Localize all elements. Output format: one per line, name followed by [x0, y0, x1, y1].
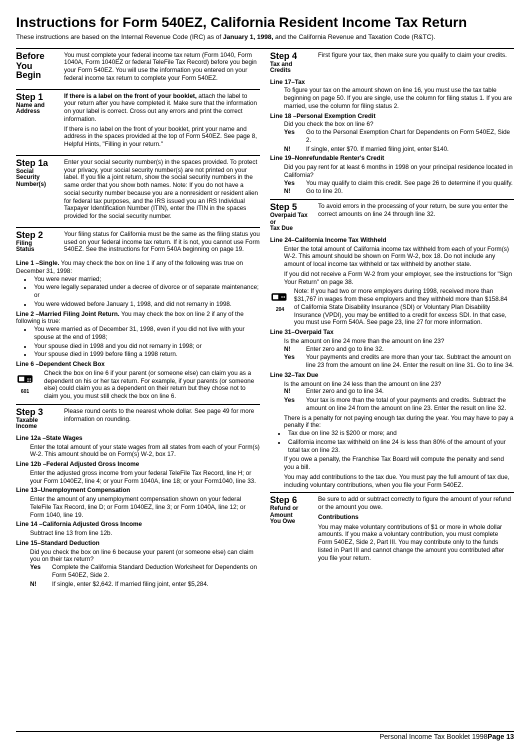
step4-label: Step 4 Tax and Credits	[270, 52, 318, 75]
before-body: You must complete your federal income ta…	[64, 52, 260, 85]
line19-yes: YesYou may qualify to claim this credit.…	[284, 180, 514, 188]
line24-note: Note: If you had two or more employers d…	[294, 288, 514, 327]
line1-head: Line 1 –Single. You may check the box on…	[16, 260, 260, 276]
line14-body: Subtract line 13 from line 12b.	[30, 530, 260, 538]
line24-head: Line 24–California Income Tax Withheld	[270, 237, 514, 245]
line12a-head: Line 12a –State Wages	[16, 435, 260, 443]
before-label: Before You Begin	[16, 52, 64, 85]
contrib-head: Contributions	[318, 514, 514, 522]
right-column: Step 4 Tax and Credits First figure your…	[270, 52, 514, 590]
phone-icon: 601	[16, 372, 34, 401]
page-title: Instructions for Form 540EZ, California …	[16, 14, 514, 42]
step6-body: Be sure to add or subtract correctly to …	[318, 496, 514, 564]
line31-q: Is the amount on line 24 more than the a…	[284, 338, 514, 346]
list-item: Tax due on line 32 is $200 or more; and	[288, 430, 514, 438]
sub-heading: These instructions are based on the Inte…	[16, 34, 514, 42]
line14-head: Line 14 –California Adjusted Gross Incom…	[16, 521, 260, 529]
line18-no: N!If single, enter $70. If married filin…	[284, 146, 514, 154]
divider	[16, 48, 514, 49]
step2-section: Step 2 Filing Status Your filing status …	[16, 231, 260, 256]
line32-q: Is the amount on line 24 less than the a…	[284, 381, 514, 389]
line12b-head: Line 12b –Federal Adjusted Gross Income	[16, 461, 260, 469]
step3-label: Step 3 Taxable Income	[16, 408, 64, 431]
line24-note-row: 204 Note: If you had two or more employe…	[270, 288, 514, 327]
main-heading: Instructions for Form 540EZ, California …	[16, 14, 514, 32]
step2-label: Step 2 Filing Status	[16, 231, 64, 256]
line15-no: N!If single, enter $2,642. If married fi…	[30, 581, 260, 589]
line15-yes: YesComplete the California Standard Dedu…	[30, 564, 260, 580]
step4-section: Step 4 Tax and Credits First figure your…	[270, 52, 514, 75]
line12a-body: Enter the total amount of your state wag…	[30, 444, 260, 460]
line13-body: Enter the amount of any unemployment com…	[30, 496, 260, 519]
line32-yes: YesYour tax is more than the total of yo…	[284, 397, 514, 413]
line6-body: Check the box on line 6 if your parent (…	[44, 370, 260, 401]
line6-row: 601 Check the box on line 6 if your pare…	[16, 370, 260, 401]
list-item: California income tax withheld on line 2…	[288, 439, 514, 455]
list-item: You were never married;	[34, 276, 260, 284]
line15-q: Did you check the box on line 6 because …	[30, 549, 260, 565]
step6-section: Step 6 Refund or Amount You Owe Be sure …	[270, 496, 514, 564]
step1-section: Step 1 Name and Address If there is a la…	[16, 93, 260, 151]
step2-body: Your filing status for California must b…	[64, 231, 260, 256]
phone-icon: 204	[270, 290, 290, 327]
line12b-body: Enter the adjusted gross income from you…	[30, 470, 260, 486]
step1a-label: Step 1a Social Security Number(s)	[16, 159, 64, 223]
step3-body: Please round cents to the nearest whole …	[64, 408, 260, 431]
step3-section: Step 3 Taxable Income Please round cents…	[16, 408, 260, 431]
page-footer: Personal Income Tax Booklet 1998Page 13	[16, 731, 514, 743]
step1-body: If there is a label on the front of your…	[64, 93, 260, 151]
line32-list: Tax due on line 32 is $200 or more; and …	[288, 430, 514, 454]
step5-body: To avoid errors in the processing of you…	[318, 203, 514, 233]
left-column: Before You Begin You must complete your …	[16, 52, 260, 590]
two-column-layout: Before You Begin You must complete your …	[16, 52, 514, 590]
line19-head: Line 19–Nonrefundable Renter's Credit	[270, 155, 514, 163]
line32-head: Line 32–Tax Due	[270, 372, 514, 380]
line19-q: Did you pay rent for at least 6 months i…	[284, 164, 514, 180]
line31-head: Line 31–Overpaid Tax	[270, 329, 514, 337]
list-item: You were widowed before January 1, 1998,…	[34, 301, 260, 309]
list-item: Your spouse died in 1999 before filing a…	[34, 351, 260, 359]
line17-body: To figure your tax on the amount shown o…	[284, 87, 514, 110]
step4-body: First figure your tax, then make sure yo…	[318, 52, 514, 75]
line15-head: Line 15–Standard Deduction	[16, 540, 260, 548]
line32-penalty: There is a penalty for not paying enough…	[284, 415, 514, 431]
line32-add: You may add contributions to the tax due…	[284, 474, 514, 490]
step1a-body: Enter your social security number(s) in …	[64, 159, 260, 223]
line31-no: N!Enter zero and go to line 32.	[284, 346, 514, 354]
line24-p1: Enter the total amount of California inc…	[284, 246, 514, 269]
line19-no: N!Go to line 20.	[284, 188, 514, 196]
line32-no: N!Enter zero and go to line 34.	[284, 388, 514, 396]
step1a-section: Step 1a Social Security Number(s) Enter …	[16, 159, 260, 223]
step6-label: Step 6 Refund or Amount You Owe	[270, 496, 318, 564]
line32-owe: If you owe a penalty, the Franchise Tax …	[284, 456, 514, 472]
step5-section: Step 5 Overpaid Tax or Tax Due To avoid …	[270, 203, 514, 233]
step5-label: Step 5 Overpaid Tax or Tax Due	[270, 203, 318, 233]
line2-list: You were married as of December 31, 1998…	[34, 326, 260, 359]
line18-head: Line 18 –Personal Exemption Credit	[270, 113, 514, 121]
before-section: Before You Begin You must complete your …	[16, 52, 260, 85]
contrib-body: You may make voluntary contributions of …	[318, 524, 514, 563]
line6-head: Line 6 –Dependent Check Box	[16, 361, 260, 369]
line17-head: Line 17–Tax	[270, 79, 514, 87]
line2-head: Line 2 –Married Filing Joint Return. You…	[16, 311, 260, 327]
line18-yes: YesGo to the Personal Exemption Chart fo…	[284, 129, 514, 145]
list-item: Your spouse died in 1998 and you did not…	[34, 343, 260, 351]
line18-q: Did you check the box on line 6?	[284, 121, 514, 129]
line13-head: Line 13–Unemployment Compensation	[16, 487, 260, 495]
line1-list: You were never married; You were legally…	[34, 276, 260, 309]
list-item: You were married as of December 31, 1998…	[34, 326, 260, 342]
list-item: You were legally separated under a decre…	[34, 284, 260, 300]
line24-p2: If you did not receive a Form W-2 from y…	[284, 271, 514, 287]
step1-label: Step 1 Name and Address	[16, 93, 64, 151]
line31-yes: YesYour payments and credits are more th…	[284, 354, 514, 370]
